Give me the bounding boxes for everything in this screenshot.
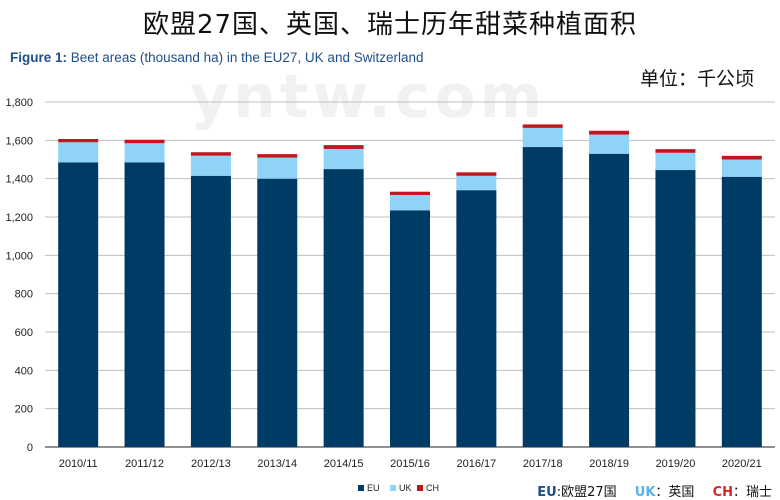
bottom-legend-eu: EU:欧盟27国 — [537, 485, 616, 500]
y-tick-label: 1,200 — [5, 212, 33, 224]
y-tick-label: 1,800 — [5, 97, 33, 109]
figure-label: Figure 1: — [10, 50, 68, 65]
bar-eu — [124, 162, 165, 447]
bar-eu — [323, 169, 364, 448]
x-tick-label: 2019/20 — [656, 458, 696, 470]
bar-uk — [721, 159, 762, 177]
bar-eu — [190, 175, 231, 447]
bar-uk — [58, 142, 99, 163]
bar-eu — [257, 178, 298, 447]
bar-ch — [124, 139, 165, 144]
bottom-legend: EU:欧盟27国 UK：英国 CH：瑞士 — [523, 481, 772, 500]
bar-ch — [390, 191, 430, 195]
y-tick-label: 600 — [15, 327, 33, 339]
x-tick-label: 2010/11 — [59, 458, 98, 470]
bar-uk — [257, 157, 298, 179]
y-tick-label: 0 — [27, 442, 33, 454]
bar-ch — [522, 124, 563, 128]
bar-ch — [58, 138, 99, 143]
x-tick-label: 2014/15 — [324, 458, 364, 470]
bar-ch — [257, 154, 298, 158]
x-tick-label: 2020/21 — [722, 458, 762, 470]
bar-uk — [655, 152, 696, 171]
bottom-legend-ch-name: ：瑞士 — [732, 485, 772, 500]
x-tick-label: 2017/18 — [523, 458, 563, 470]
bar-uk — [456, 175, 497, 191]
bottom-legend-eu-name: :欧盟27国 — [556, 485, 617, 500]
bar-uk — [124, 143, 165, 163]
legend-swatch-uk — [390, 485, 396, 491]
legend-label-eu: EU — [367, 483, 380, 493]
bar-eu — [655, 170, 696, 447]
x-tick-label: 2011/12 — [125, 458, 164, 470]
bar-uk — [390, 194, 430, 211]
bar-eu — [721, 176, 762, 447]
unit-label: 单位：千公顷 — [639, 68, 754, 90]
x-tick-label: 2012/13 — [191, 458, 231, 470]
bar-eu — [390, 210, 430, 447]
watermark: yntw.com — [190, 62, 547, 132]
bar-ch — [589, 130, 630, 135]
x-tick-label: 2015/16 — [390, 458, 430, 470]
x-tick-label: 2018/19 — [589, 458, 629, 470]
x-tick-label: 2013/14 — [257, 458, 297, 470]
y-tick-label: 400 — [15, 365, 33, 377]
bar-eu — [58, 162, 99, 447]
bottom-legend-ch: CH：瑞士 — [713, 485, 772, 500]
figure-caption: Figure 1: Beet areas (thousand ha) in th… — [10, 50, 424, 65]
y-tick-label: 800 — [15, 289, 33, 301]
bar-eu — [522, 147, 563, 447]
main-title: 欧盟27国、英国、瑞士历年甜菜种植面积 — [142, 10, 638, 40]
legend-label-uk: UK — [399, 483, 412, 493]
bar-ch — [655, 149, 696, 153]
legend-label-ch: CH — [426, 483, 439, 493]
bottom-legend-eu-code: EU — [537, 485, 557, 500]
y-tick-label: 1,600 — [5, 135, 33, 147]
legend-swatch-ch — [417, 485, 423, 491]
x-tick-label: 2016/17 — [456, 458, 496, 470]
figure-caption-text: Beet areas (thousand ha) in the EU27, UK… — [70, 50, 424, 65]
y-tick-label: 1,000 — [5, 250, 33, 262]
bar-uk — [323, 148, 364, 170]
bar-ch — [721, 155, 762, 160]
bar-ch — [190, 152, 231, 156]
bar-uk — [190, 155, 231, 176]
bar-uk — [522, 127, 563, 148]
bar-ch — [323, 145, 364, 149]
bar-ch — [456, 172, 497, 176]
legend-swatch-eu — [358, 485, 364, 491]
bottom-legend-uk-code: UK — [634, 485, 656, 500]
y-tick-label: 1,400 — [5, 174, 33, 186]
y-tick-label: 200 — [15, 404, 33, 416]
bar-eu — [589, 153, 630, 447]
bar-eu — [456, 190, 497, 447]
bottom-legend-ch-code: CH — [712, 485, 733, 500]
bottom-legend-uk: UK：英国 — [635, 485, 695, 500]
bar-uk — [589, 134, 630, 154]
bottom-legend-uk-name: ：英国 — [655, 485, 695, 500]
